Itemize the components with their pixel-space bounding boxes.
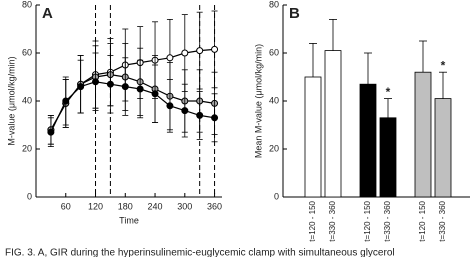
data-point	[196, 47, 204, 55]
significance-marker: *	[441, 58, 446, 72]
y-tick-label: 40	[22, 95, 32, 105]
data-point	[77, 83, 85, 91]
y-tick-label: 20	[269, 143, 279, 153]
data-point	[151, 90, 159, 98]
y-tick-label: 0	[274, 191, 279, 201]
data-point	[106, 80, 114, 88]
y-tick-label: 80	[269, 0, 279, 9]
bar	[379, 117, 397, 198]
bar	[359, 83, 377, 198]
y-tick-label: 40	[269, 95, 279, 105]
data-point	[181, 49, 189, 57]
bar	[324, 50, 342, 198]
series-line	[50, 48, 215, 131]
data-point	[211, 114, 219, 122]
y-tick-label: 80	[22, 0, 32, 9]
significance-marker: *	[386, 85, 391, 99]
bar	[304, 76, 322, 198]
series-line	[50, 73, 215, 131]
panel-label: B	[289, 5, 300, 22]
x-tick-label: t=330 - 360	[328, 200, 337, 241]
data-point	[92, 78, 100, 86]
data-point	[166, 54, 174, 62]
x-tick-label: t=120 - 150	[308, 200, 317, 241]
x-tick-label: 120	[88, 201, 103, 211]
y-axis-label: M-value (μmol/kg/min)	[6, 56, 16, 145]
x-axis-label: Time	[119, 215, 139, 225]
x-tick-label: t=330 - 360	[438, 200, 447, 241]
data-point	[47, 128, 55, 136]
bar	[414, 71, 432, 198]
x-tick-label: t=120 - 150	[363, 200, 372, 241]
x-tick-label: 240	[148, 201, 163, 211]
data-point	[166, 102, 174, 110]
y-tick-label: 0	[27, 191, 32, 201]
y-tick-label: 60	[269, 47, 279, 57]
bar	[434, 98, 452, 198]
series-line	[50, 81, 215, 133]
data-point	[62, 97, 70, 105]
x-tick-label: t=330 - 360	[383, 200, 392, 241]
data-point	[181, 107, 189, 115]
data-point	[121, 83, 129, 91]
panel-label: A	[42, 5, 53, 22]
x-tick-label: 60	[61, 201, 71, 211]
y-axis-label: Mean M-value (μmol/kg/min)	[253, 44, 263, 158]
caption: FIG. 3. A, GIR during the hyperinsulinem…	[5, 248, 395, 257]
data-point	[211, 45, 219, 53]
y-tick-label: 20	[22, 143, 32, 153]
x-tick-label: 300	[177, 201, 192, 211]
data-point	[136, 85, 144, 93]
y-tick-label: 60	[22, 47, 32, 57]
x-tick-label: 360	[207, 201, 222, 211]
data-point	[196, 111, 204, 119]
x-tick-label: 180	[118, 201, 133, 211]
x-tick-label: t=120 - 150	[418, 200, 427, 241]
